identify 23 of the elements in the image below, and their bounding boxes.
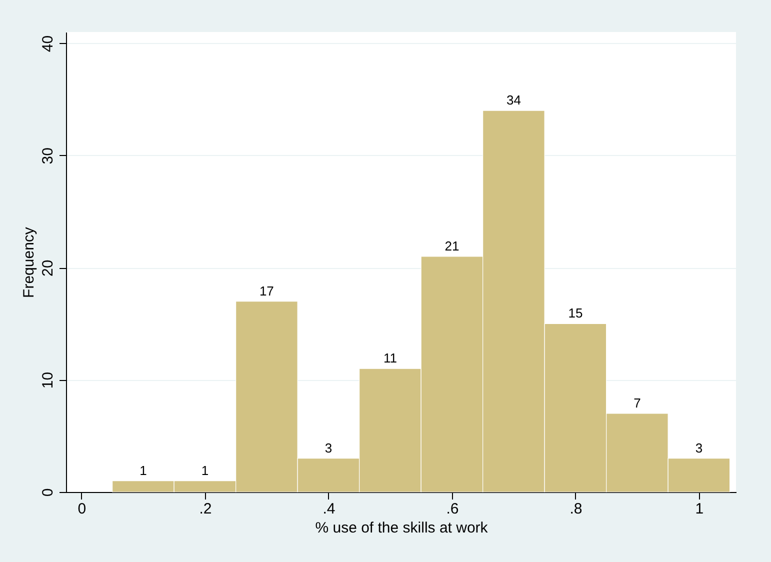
y-axis-title: Frequency (20, 226, 38, 298)
data-label: 1 (140, 462, 147, 478)
y-tick-label: 20 (40, 260, 56, 276)
x-axis-title: % use of the skills at work (315, 520, 488, 536)
y-tick-label: 40 (40, 35, 56, 52)
x-tick-label: 0 (78, 500, 86, 518)
data-label: 21 (444, 238, 460, 254)
x-tick-label: 1 (695, 500, 704, 518)
data-label: 1 (201, 462, 209, 478)
data-label: 3 (324, 440, 332, 456)
y-tick-label: 30 (40, 148, 56, 164)
y-tick-label: 10 (40, 372, 56, 389)
data-label: 7 (634, 395, 641, 410)
x-tick-label: .2 (199, 500, 212, 518)
data-label: 3 (695, 440, 703, 456)
x-tick-label: .4 (322, 500, 336, 518)
data-label: 17 (259, 283, 274, 298)
x-tick-label: .8 (570, 500, 582, 518)
data-label: 11 (383, 350, 397, 366)
x-tick-label: .6 (446, 500, 459, 518)
data-label: 34 (506, 92, 521, 108)
data-label: 15 (568, 306, 583, 321)
y-tick-label: 0 (40, 488, 56, 497)
